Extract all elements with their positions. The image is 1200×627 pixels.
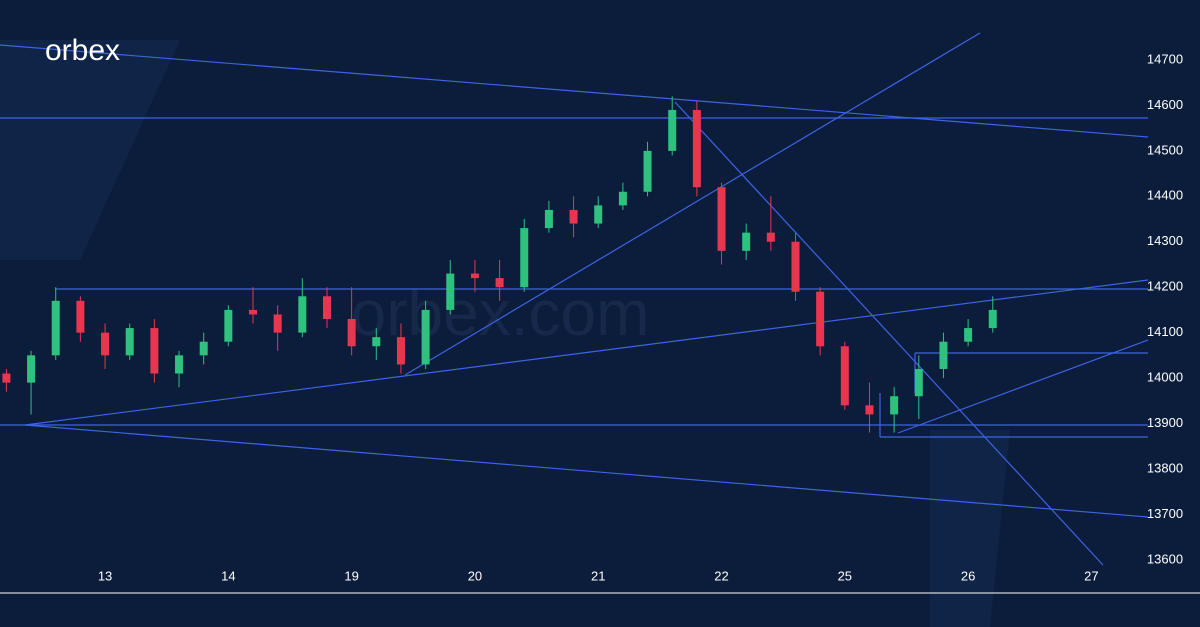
x-tick-label: 21 (591, 568, 605, 583)
y-tick-label: 14200 (1147, 279, 1183, 294)
candle-body (421, 309, 430, 365)
candle-body (544, 209, 553, 229)
y-tick-label: 13800 (1147, 460, 1183, 475)
candle-body (27, 355, 36, 383)
candle-body (372, 337, 381, 347)
candle-body (717, 187, 726, 251)
x-tick-label: 25 (838, 568, 852, 583)
candle-body (51, 300, 60, 356)
x-tick-label: 27 (1084, 568, 1098, 583)
brand-logo: orbex (45, 34, 120, 67)
candle-body (470, 273, 479, 279)
candle-body (766, 232, 775, 242)
candle-body (2, 373, 11, 383)
candle-body (840, 346, 849, 406)
x-tick-label: 26 (961, 568, 975, 583)
candle-body (939, 341, 948, 369)
candle-body (298, 296, 307, 333)
candle-body (396, 337, 405, 365)
y-tick-label: 14000 (1147, 370, 1183, 385)
candle-body (446, 273, 455, 310)
background-shapes (0, 40, 1010, 627)
candle-body (347, 318, 356, 347)
candle-body (643, 150, 652, 192)
y-tick-label: 14300 (1147, 233, 1183, 248)
y-tick-label: 14400 (1147, 188, 1183, 203)
candle-body (101, 332, 110, 356)
candle-body (618, 191, 627, 206)
candle-body (964, 328, 973, 342)
candle-body (150, 328, 159, 374)
x-tick-label: 22 (714, 568, 728, 583)
candle-body (569, 209, 578, 224)
candle-body (692, 109, 701, 188)
x-tick-label: 20 (468, 568, 482, 583)
candle-body (322, 296, 331, 319)
candle-body (890, 396, 899, 415)
candle-body (76, 300, 85, 333)
candle-body (249, 309, 258, 315)
candle-body (742, 232, 751, 251)
candle-body (668, 109, 677, 151)
candle-body (520, 228, 529, 288)
y-tick-label: 14100 (1147, 324, 1183, 339)
candle-body (495, 278, 504, 288)
y-tick-label: 14700 (1147, 51, 1183, 66)
candle-body (125, 328, 134, 356)
x-tick-label: 14 (221, 568, 235, 583)
y-tick-label: 14600 (1147, 97, 1183, 112)
candle-body (594, 205, 603, 224)
y-tick-label: 14500 (1147, 142, 1183, 157)
candle-body (914, 368, 923, 397)
trend-lines (0, 32, 1149, 566)
candle-body (224, 309, 233, 342)
y-tick-label: 13600 (1147, 551, 1183, 566)
candle-body (199, 341, 208, 356)
candle-body (865, 405, 874, 415)
candle-body (175, 355, 184, 374)
candle-body (273, 314, 282, 333)
candle-body (791, 241, 800, 292)
candle-body (988, 309, 997, 329)
candle-body (816, 291, 825, 347)
x-tick-label: 19 (344, 568, 358, 583)
y-tick-label: 13700 (1147, 506, 1183, 521)
y-tick-label: 13900 (1147, 415, 1183, 430)
x-tick-label: 13 (98, 568, 112, 583)
